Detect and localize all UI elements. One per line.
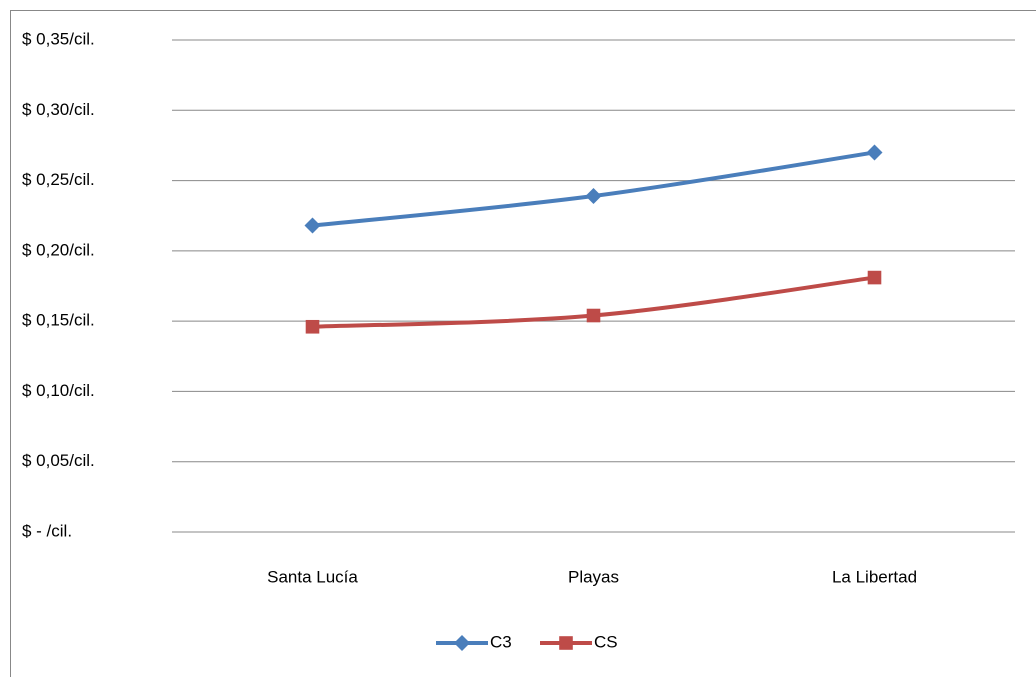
y-tick-label: $ 0,10/cil. (22, 381, 95, 400)
marker (866, 144, 883, 161)
x-tick-label: Santa Lucía (267, 567, 358, 586)
marker (305, 319, 320, 334)
y-tick-label: $ 0,35/cil. (22, 29, 95, 48)
y-tick-label: $ 0,20/cil. (22, 240, 95, 259)
y-tick-label: $ 0,30/cil. (22, 100, 95, 119)
marker (586, 308, 601, 323)
y-tick-label: $ - /cil. (22, 521, 72, 540)
legend-label: CS (594, 632, 618, 651)
x-tick-label: La Libertad (832, 567, 917, 586)
x-tick-label: Playas (568, 567, 619, 586)
marker (585, 188, 602, 205)
legend-marker (454, 635, 470, 651)
y-tick-label: $ 0,25/cil. (22, 170, 95, 189)
legend-marker (559, 636, 573, 650)
y-tick-label: $ 0,05/cil. (22, 451, 95, 470)
y-tick-label: $ 0,15/cil. (22, 311, 95, 330)
chart-border (10, 10, 1036, 677)
marker (304, 217, 321, 234)
marker (867, 270, 882, 285)
legend-label: C3 (490, 632, 512, 651)
